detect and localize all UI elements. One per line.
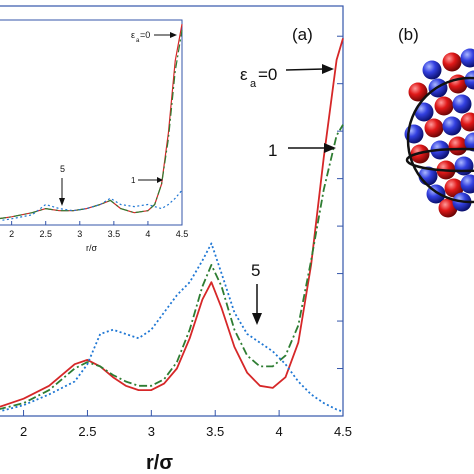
annotation-series-1: 1: [268, 141, 277, 160]
main-x-ticks: 2 2.5 3 3.5 4 4.5: [20, 410, 352, 439]
inset-x-tick-label: 3: [77, 229, 82, 239]
panel-b-label: (b): [398, 25, 419, 44]
inset-series-line-3: [0, 189, 183, 222]
inset-background: [0, 19, 183, 226]
inset-annotation-arrow-series-1: [138, 177, 163, 183]
inset-series-line-2: [0, 30, 183, 220]
inset-x-axis-label: r/σ: [86, 243, 97, 253]
main-x-tick-label: 2: [20, 424, 27, 439]
inset-annotation-series-1: 1: [131, 176, 136, 185]
annotation-eps-a-0: ε: [240, 65, 248, 84]
red-particle: [460, 112, 474, 132]
main-plot-frame: [0, 5, 344, 417]
inset-x-tick-label: 3.5: [108, 229, 121, 239]
main-plot-panel: 2 2.5 3 3.5 4 4.5 (a) r/σ ε a =0 1 5: [0, 5, 352, 474]
blue-particle: [442, 116, 462, 136]
main-x-tick-label: 3.5: [206, 424, 224, 439]
blue-particle: [464, 70, 474, 90]
inset-x-tick-label: 4.5: [176, 229, 189, 239]
blue-particle: [452, 94, 472, 114]
inset-annotation-arrow-series-5: [59, 178, 65, 206]
inset-x-tick-label: 4: [145, 229, 150, 239]
main-y-ticks: [337, 35, 343, 370]
blue-particle: [464, 132, 474, 152]
main-x-tick-label: 3: [148, 424, 155, 439]
blue-particle: [454, 156, 474, 176]
inset-annotation-eps-a-0: ε: [131, 30, 135, 40]
blue-particle: [414, 102, 434, 122]
inset-x-ticks: 2 2.5 3 3.5 4 4.5: [9, 221, 188, 239]
cluster-outline: [406, 76, 474, 204]
panel-b-cluster: (b): [398, 25, 474, 218]
main-x-tick-label: 4.5: [334, 424, 352, 439]
inset-x-tick-label: 2: [9, 229, 14, 239]
main-series-group: [0, 38, 344, 413]
inset-x-tick-label: 2.5: [39, 229, 52, 239]
annotation-arrow-series-5: [252, 284, 262, 325]
annotation-eps-a-0-value: =0: [258, 65, 277, 84]
inset-annotation-arrow-eps-a-0: [154, 32, 177, 38]
red-particle: [448, 136, 468, 156]
inset-annotation-eps-a-0-value: =0: [140, 30, 150, 40]
inset-annotation-eps-a-0-subscript: a: [136, 38, 140, 44]
blue-particle: [460, 174, 474, 194]
main-x-axis-label: r/σ: [146, 452, 173, 474]
main-x-tick-label: 2.5: [78, 424, 96, 439]
annotation-arrow-eps-a-0: [285, 64, 334, 74]
cluster-equator-ring: [405, 147, 474, 173]
red-particle: [442, 52, 462, 72]
inset-series-group: [0, 23, 183, 222]
inset-annotation-series-5: 5: [60, 164, 65, 174]
red-particle: [434, 96, 454, 116]
panel-a-label: (a): [292, 25, 313, 44]
main-x-tick-label: 4: [275, 424, 282, 439]
annotation-eps-a-0-subscript: a: [250, 78, 257, 90]
particle-spheres: [404, 48, 474, 218]
main-series-line-3: [0, 242, 344, 413]
red-particle: [444, 178, 464, 198]
inset-plot-panel: 2 2.5 3 3.5 4 4.5 r/σ ε a =0 1 5: [0, 19, 188, 253]
red-particle: [408, 82, 428, 102]
annotation-arrow-series-1: [288, 143, 336, 153]
blue-particle: [422, 60, 442, 80]
annotation-series-5: 5: [251, 261, 260, 280]
red-particle: [424, 118, 444, 138]
blue-particle: [460, 48, 474, 68]
main-series-line-2: [0, 124, 344, 410]
